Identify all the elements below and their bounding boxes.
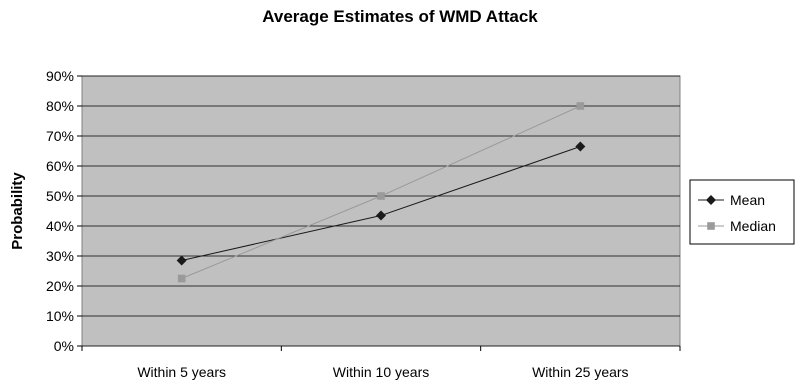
legend-label-median: Median bbox=[730, 218, 776, 234]
y-tick-label: 60% bbox=[46, 158, 74, 174]
legend-label-mean: Mean bbox=[730, 192, 765, 208]
data-point-median bbox=[177, 274, 186, 283]
y-tick-label: 20% bbox=[46, 278, 74, 294]
y-tick-label: 40% bbox=[46, 218, 74, 234]
y-tick-label: 50% bbox=[46, 188, 74, 204]
legend-box bbox=[689, 179, 795, 245]
y-axis-label: Probability bbox=[9, 172, 26, 250]
x-tick-label: Within 10 years bbox=[333, 364, 429, 380]
data-point-median bbox=[576, 102, 585, 110]
data-point-median bbox=[377, 192, 385, 200]
series-layer bbox=[176, 102, 586, 283]
x-tick-label: Within 25 years bbox=[532, 364, 628, 380]
gridlines bbox=[77, 75, 680, 347]
y-tick-label: 30% bbox=[46, 248, 74, 264]
y-tick-label: 90% bbox=[46, 68, 74, 84]
x-tick-label: Within 5 years bbox=[137, 364, 226, 380]
data-point-mean bbox=[176, 255, 187, 266]
y-tick-label: 10% bbox=[46, 308, 74, 324]
legend: Mean Median bbox=[689, 179, 795, 245]
y-tick-label: 80% bbox=[46, 98, 74, 114]
y-tick-label: 0% bbox=[54, 338, 74, 354]
y-tick-label: 70% bbox=[46, 128, 74, 144]
x-tick-labels: Within 5 years Within 10 years Within 25 y… bbox=[81, 346, 681, 380]
chart-title: Average Estimates of WMD Attack bbox=[262, 7, 538, 26]
legend-marker-mean bbox=[706, 195, 716, 205]
y-tick-labels: 0% 10% 20% 30% 40% 50% 60% 70% 80% 90% bbox=[46, 68, 74, 354]
data-point-mean bbox=[376, 210, 386, 221]
legend-marker-median bbox=[707, 222, 715, 230]
legend-items: Mean Median bbox=[698, 192, 776, 234]
data-point-mean bbox=[575, 141, 586, 152]
